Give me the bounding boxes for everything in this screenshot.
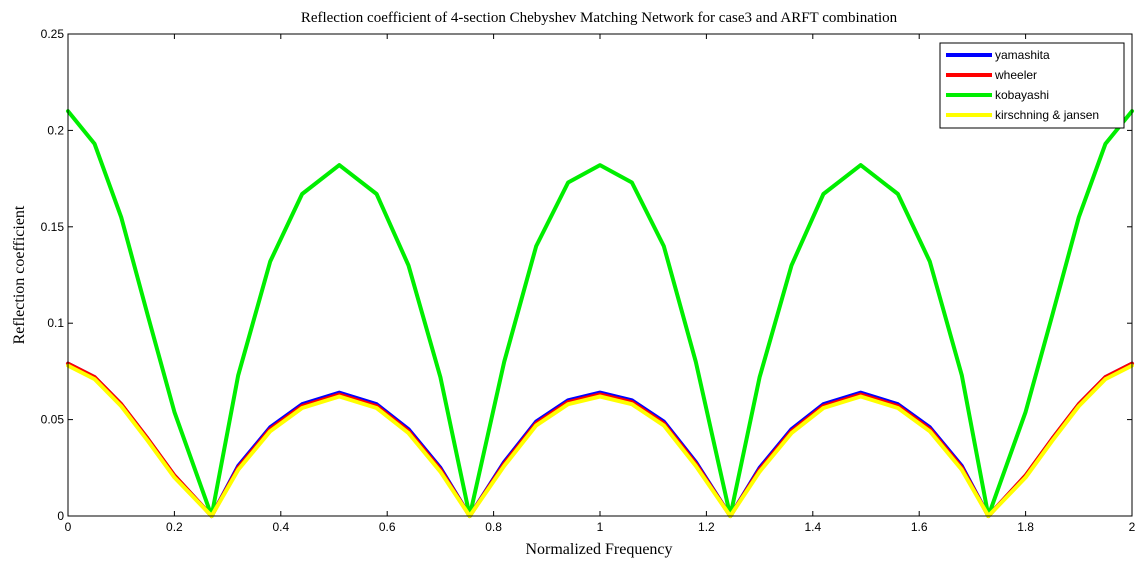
x-tick-label: 0.2 — [166, 520, 183, 534]
legend-label-2: kobayashi — [995, 88, 1049, 102]
x-axis-label: Normalized Frequency — [525, 541, 672, 558]
legend-label-3: kirschning & jansen — [995, 108, 1099, 122]
y-tick-label: 0.2 — [47, 123, 64, 137]
series-line-2 — [66, 109, 1134, 518]
y-tick-label: 0.25 — [41, 27, 65, 41]
x-tick-label: 1.6 — [911, 520, 928, 534]
x-tick-label: 0 — [65, 520, 72, 534]
legend-label-1: wheeler — [994, 68, 1037, 82]
chart-title: Reflection coefficient of 4-section Cheb… — [301, 10, 898, 26]
y-axis: 0 0.05 0.1 0.15 0.2 0.25 — [41, 27, 1132, 523]
legend-label-0: yamashita — [995, 48, 1050, 62]
y-axis-label: Reflection coefficient — [11, 205, 28, 344]
x-tick-label: 0.6 — [379, 520, 396, 534]
x-tick-label: 1.4 — [804, 520, 821, 534]
series-line-3 — [66, 363, 1134, 518]
x-tick-label: 0.8 — [485, 520, 502, 534]
x-tick-label: 0.4 — [272, 520, 289, 534]
series-layer — [66, 109, 1134, 518]
y-tick-label: 0.1 — [47, 316, 64, 330]
x-tick-label: 2 — [1129, 520, 1136, 534]
x-tick-label: 1 — [597, 520, 604, 534]
x-tick-label: 1.2 — [698, 520, 715, 534]
legend: yamashita wheeler kobayashi kirschning & ja… — [939, 42, 1125, 129]
y-tick-label: 0.05 — [41, 413, 65, 427]
y-tick-label: 0.15 — [41, 220, 65, 234]
x-tick-label: 1.8 — [1017, 520, 1034, 534]
y-tick-label: 0 — [57, 509, 64, 523]
x-axis: 0 0.2 0.4 0.6 0.8 1 1.2 1.4 1.6 1.8 2 — [65, 34, 1136, 534]
